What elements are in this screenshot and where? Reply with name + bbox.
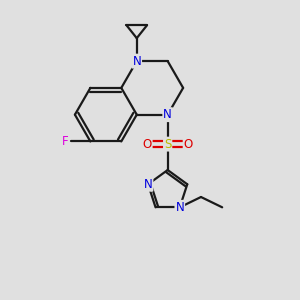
Text: O: O (184, 138, 193, 151)
Text: N: N (144, 178, 152, 191)
Text: N: N (132, 55, 141, 68)
Text: O: O (142, 138, 152, 151)
Text: F: F (61, 135, 68, 148)
Text: S: S (164, 138, 171, 151)
Text: N: N (163, 108, 172, 121)
Text: N: N (176, 201, 184, 214)
